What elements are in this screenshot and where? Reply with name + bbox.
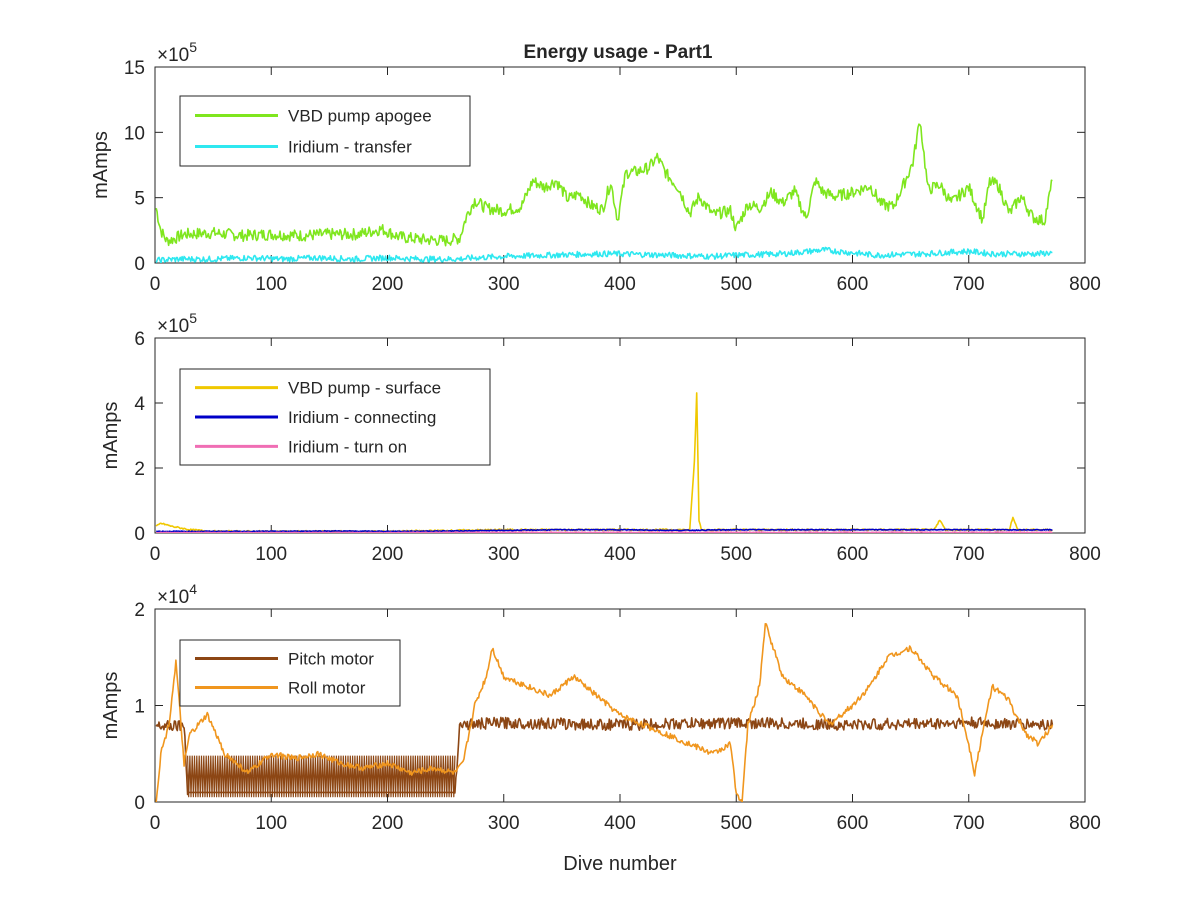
subplot-middle: 0 100 200 300 400 500 600 700 8000246×105mAmpsVB… <box>100 310 1101 565</box>
plot-area <box>155 623 1054 802</box>
x-tick-label: 400 <box>604 274 636 295</box>
legend-label: Iridium - turn on <box>288 437 407 456</box>
y-tick-label: 1 <box>134 697 145 718</box>
y-tick-label: 4 <box>134 394 145 415</box>
y-exponent-power: 4 <box>189 581 197 597</box>
subplot-top: 0 100 200 300 400 500 600 700 800051015×105mAmps… <box>90 39 1101 295</box>
legend-label: Pitch motor <box>288 650 374 669</box>
y-tick-label: 0 <box>134 793 145 814</box>
x-tick-label: 300 <box>488 544 520 565</box>
y-tick-label: 0 <box>134 524 145 545</box>
x-tick-label: 500 <box>720 544 752 565</box>
x-tick-label: 800 <box>1069 274 1101 295</box>
x-tick-label: 600 <box>837 813 869 834</box>
x-tick-label: 200 <box>372 813 404 834</box>
x-tick-label: 800 <box>1069 544 1101 565</box>
series-line-iridium-connecting <box>156 528 1053 533</box>
x-tick-label: 300 <box>488 274 520 295</box>
legend: VBD pump - surface Iridium - connecting Ir… <box>179 368 491 466</box>
x-tick-label: 100 <box>255 274 287 295</box>
series-line-roll-motor <box>155 623 1054 802</box>
legend-box <box>179 639 401 707</box>
x-tick-label: 0 <box>150 544 161 565</box>
x-axis-label: Dive number <box>563 853 677 875</box>
x-tick-label: 500 <box>720 813 752 834</box>
x-tick-label: 700 <box>953 544 985 565</box>
x-tick-label: 700 <box>953 274 985 295</box>
legend: Pitch motor Roll motor <box>179 639 401 707</box>
x-tick-label: 700 <box>953 813 985 834</box>
y-tick-label: 5 <box>134 189 145 210</box>
series-line-iridium-turn-on <box>156 531 1053 533</box>
x-tick-label: 0 <box>150 813 161 834</box>
y-exponent-power: 5 <box>189 39 197 55</box>
x-tick-label: 600 <box>837 274 869 295</box>
x-tick-label: 0 <box>150 274 161 295</box>
y-axis-label: mAmps <box>100 672 122 740</box>
plot-area <box>155 123 1053 263</box>
x-tick-label: 100 <box>255 544 287 565</box>
x-tick-label: 600 <box>837 544 869 565</box>
legend-label: Roll motor <box>288 679 366 698</box>
y-exponent-power: 5 <box>189 310 197 326</box>
series-band-pitch-motor <box>187 755 456 798</box>
x-tick-label: 400 <box>604 544 636 565</box>
legend-label: VBD pump apogee <box>288 107 432 126</box>
x-tick-label: 400 <box>604 813 636 834</box>
x-tick-label: 500 <box>720 274 752 295</box>
series-line-iridium-transfer <box>155 246 1053 263</box>
legend-label: Iridium - transfer <box>288 138 412 157</box>
y-tick-label: 6 <box>134 329 145 350</box>
series-line-pitch-motor <box>155 716 1054 796</box>
legend-label: Iridium - connecting <box>288 408 436 427</box>
y-axis-label: mAmps <box>90 131 112 199</box>
plot-area <box>155 392 1053 533</box>
figure-title: Energy usage - Part1 <box>523 42 712 63</box>
x-tick-label: 200 <box>372 274 404 295</box>
x-tick-label: 100 <box>255 813 287 834</box>
legend-label: VBD pump - surface <box>288 379 441 398</box>
legend-box <box>179 95 471 167</box>
y-tick-label: 0 <box>134 254 145 275</box>
y-tick-label: 2 <box>134 600 145 621</box>
series-line-vbd-pump-apogee <box>155 123 1053 247</box>
y-tick-label: 2 <box>134 459 145 480</box>
y-axis-label: mAmps <box>100 402 122 470</box>
x-tick-label: 300 <box>488 813 520 834</box>
y-tick-label: 10 <box>124 123 145 144</box>
subplot-bottom: 0 100 200 300 400 500 600 700 800012×104mAmpsPit… <box>100 581 1101 834</box>
legend: VBD pump apogee Iridium - transfer <box>179 95 471 167</box>
y-tick-label: 15 <box>124 58 145 79</box>
x-tick-label: 800 <box>1069 813 1101 834</box>
x-tick-label: 200 <box>372 544 404 565</box>
